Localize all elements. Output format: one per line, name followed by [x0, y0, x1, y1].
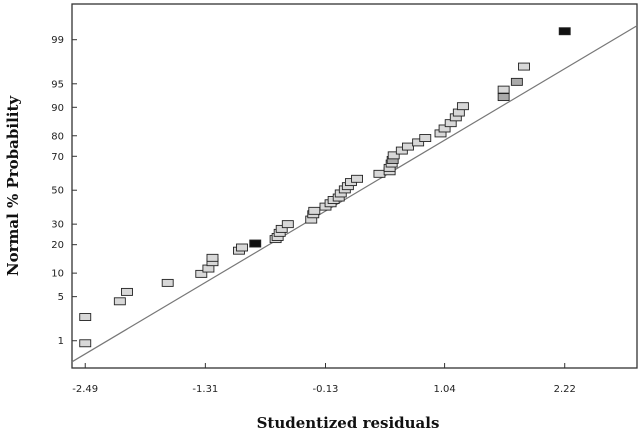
y-tick-label: 50 — [51, 186, 64, 197]
y-tick-label: 90 — [51, 103, 64, 114]
y-tick-label: 5 — [58, 292, 64, 303]
y-axis-title: Normal % Probability — [4, 95, 22, 277]
data-point — [351, 174, 363, 183]
y-tick-label: 30 — [51, 220, 64, 231]
data-point — [79, 313, 92, 321]
x-tick-label: -0.13 — [313, 384, 339, 395]
y-axis-ticks: 1 5 10 20 30 50 70 80 90 95 99 — [51, 35, 77, 347]
data-point — [121, 287, 133, 296]
data-point — [419, 134, 432, 142]
data-point — [456, 102, 469, 111]
y-tick-label: 95 — [51, 79, 64, 90]
data-point — [412, 138, 425, 147]
y-tick-label: 1 — [58, 336, 64, 347]
x-tick-label: -1.31 — [192, 384, 218, 395]
data-point — [195, 269, 208, 278]
x-axis-ticks: -2.49 -1.31 -0.13 1.04 2.22 — [72, 363, 576, 395]
data-point — [518, 62, 530, 71]
data-point — [558, 27, 571, 36]
y-tick-label: 20 — [51, 240, 64, 251]
data-point — [373, 169, 386, 178]
data-point — [438, 124, 451, 133]
data-point — [275, 224, 288, 233]
x-tick-label: 1.04 — [433, 384, 455, 395]
data-point — [113, 297, 126, 306]
data-point — [497, 85, 510, 94]
data-point — [387, 151, 400, 160]
data-point — [401, 142, 414, 151]
data-point — [281, 220, 294, 229]
data-points — [79, 27, 571, 348]
data-point — [510, 77, 523, 86]
data-point — [308, 206, 321, 215]
data-point — [249, 239, 262, 248]
y-tick-label: 10 — [51, 269, 64, 280]
y-tick-label: 80 — [51, 131, 64, 142]
x-axis-title: Studentized residuals — [257, 414, 440, 432]
x-tick-label: 2.22 — [554, 384, 576, 395]
data-point — [395, 146, 408, 155]
reference-line — [71, 25, 638, 363]
data-point — [497, 93, 510, 102]
data-point — [161, 278, 174, 287]
x-tick-label: -2.49 — [72, 384, 98, 395]
data-point — [206, 253, 219, 262]
data-point — [79, 339, 92, 348]
y-tick-label: 70 — [51, 152, 64, 163]
y-tick-label: 99 — [51, 35, 64, 46]
data-point — [236, 243, 248, 252]
